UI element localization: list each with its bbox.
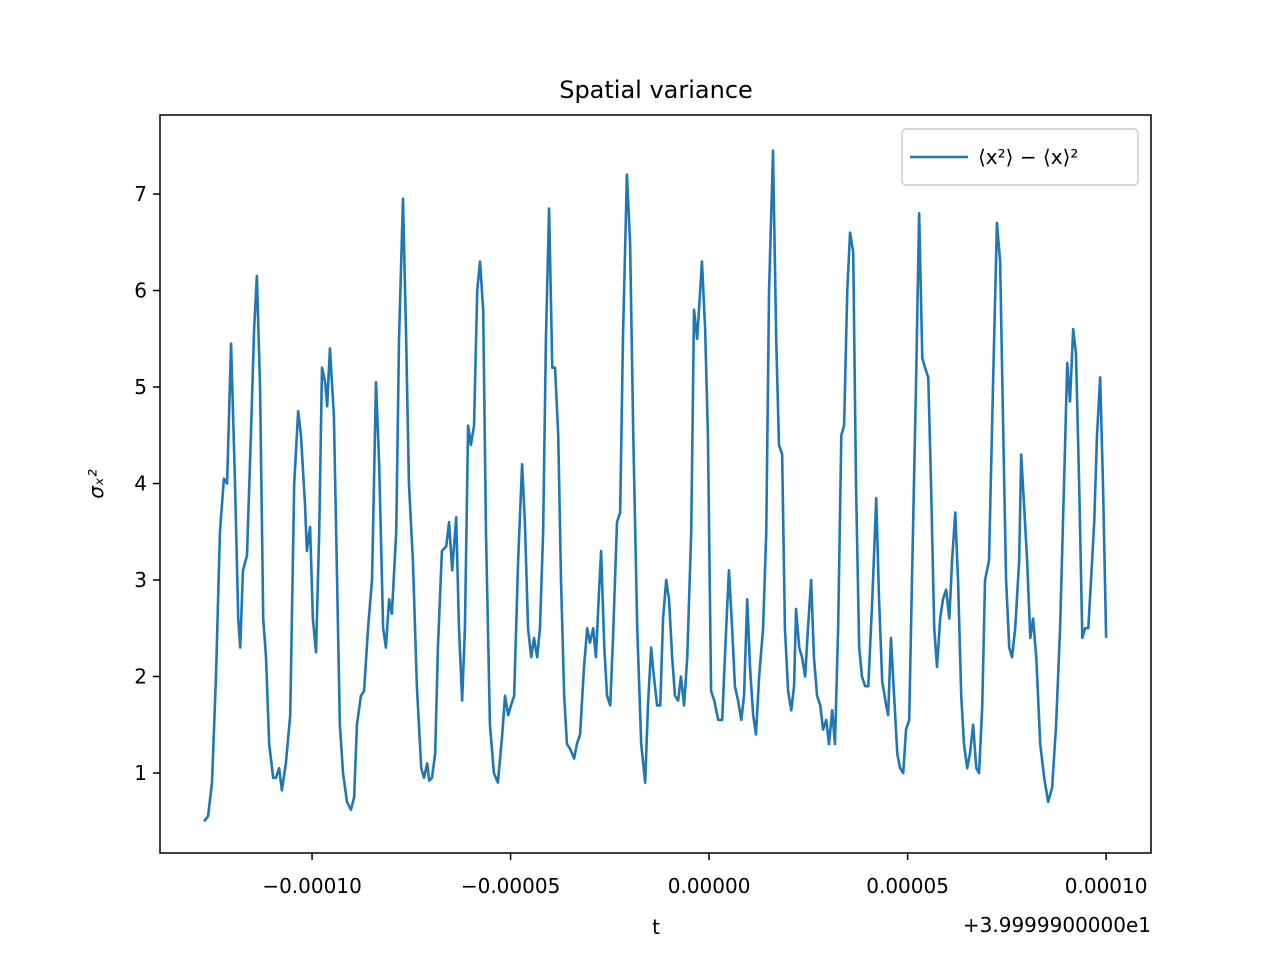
y-tick-label: 4 xyxy=(134,472,147,496)
plot-frame xyxy=(159,114,1152,854)
chart-title: Spatial variance xyxy=(559,76,753,104)
y-tick-label: 3 xyxy=(134,568,147,592)
y-tick-label: 5 xyxy=(134,375,147,399)
y-tick-label: 2 xyxy=(134,665,147,689)
y-axis-label: σₓ² xyxy=(84,469,108,499)
x-tick-label: 0.00010 xyxy=(1065,874,1148,898)
x-tick-label: 0.00005 xyxy=(866,874,949,898)
y-tick-label: 6 xyxy=(134,279,147,303)
x-tick-label: −0.00010 xyxy=(262,874,361,898)
y-tick-label: 1 xyxy=(134,761,147,785)
x-tick-label: −0.00005 xyxy=(461,874,560,898)
y-tick-label: 7 xyxy=(134,182,147,206)
x-tick-label: 0.00000 xyxy=(668,874,751,898)
legend-box xyxy=(901,128,1139,186)
legend-label: ⟨x²⟩ − ⟨x⟩² xyxy=(978,145,1078,169)
x-offset-text: +3.9999900000e1 xyxy=(963,913,1151,937)
x-axis-label: t xyxy=(652,915,660,939)
data-line xyxy=(203,149,1108,823)
